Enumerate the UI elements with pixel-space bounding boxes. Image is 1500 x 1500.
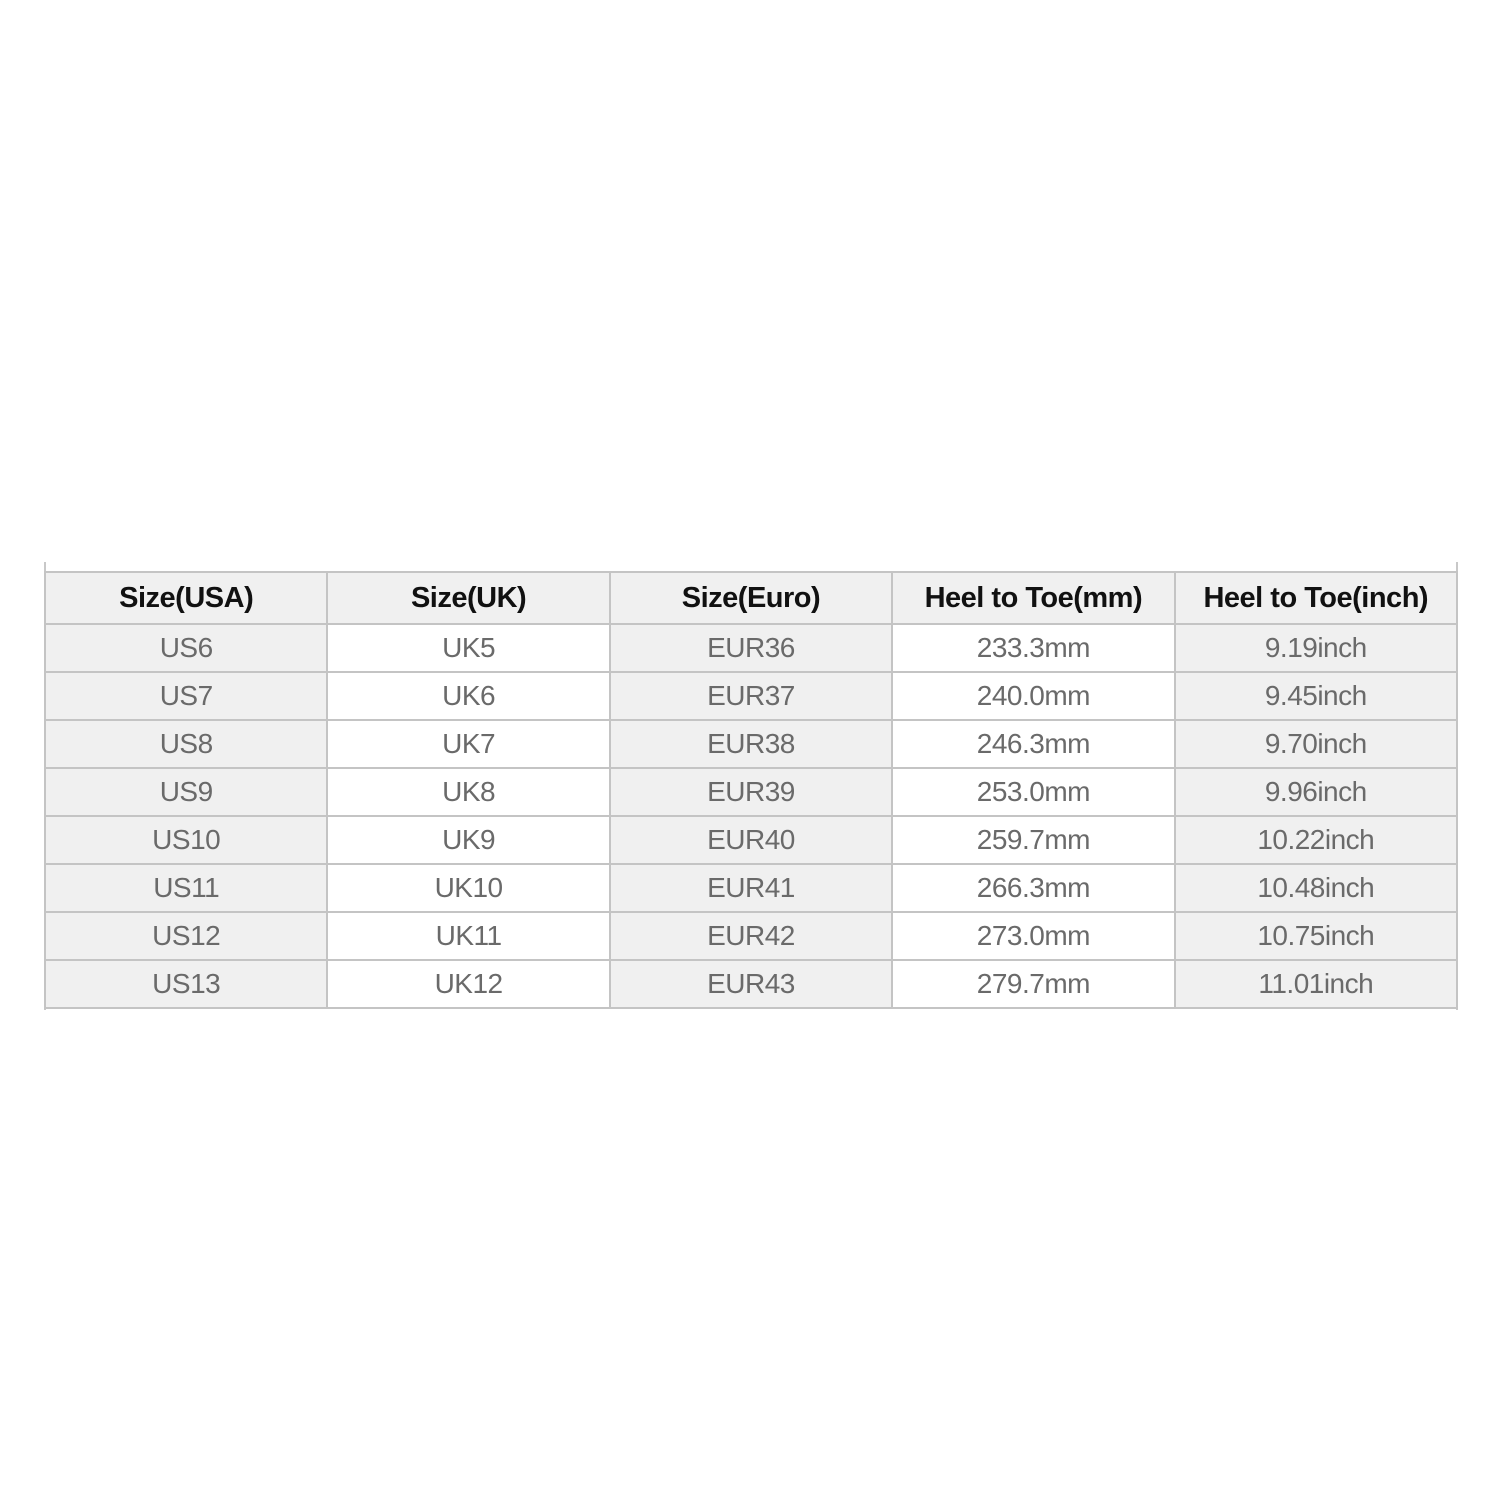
table-cell: EUR37 xyxy=(608,671,894,721)
table-cell: UK7 xyxy=(326,719,611,769)
size-chart-table: Size(USA) Size(UK) Size(Euro) Heel to Toe(m… xyxy=(43,571,1459,1009)
table-cell: US13 xyxy=(43,959,329,1009)
column-header: Heel to Toe(inch) xyxy=(1173,571,1459,625)
table-cell: EUR38 xyxy=(608,719,894,769)
table-row: US12 UK11 EUR42 273.0mm 10.75inch xyxy=(43,911,1459,961)
table-row: US11 UK10 EUR41 266.3mm 10.48inch xyxy=(43,863,1459,913)
table-row: US8 UK7 EUR38 246.3mm 9.70inch xyxy=(43,719,1459,769)
table-cell: EUR40 xyxy=(608,815,894,865)
table-cell: UK12 xyxy=(326,959,611,1009)
table-cell: 253.0mm xyxy=(891,767,1176,817)
table-cell: EUR36 xyxy=(608,623,894,673)
table-cell: 279.7mm xyxy=(891,959,1176,1009)
table-cell: US10 xyxy=(43,815,329,865)
table-cell: US6 xyxy=(43,623,329,673)
table-cell: 11.01inch xyxy=(1173,959,1459,1009)
table-cell: 233.3mm xyxy=(891,623,1176,673)
table-row: US10 UK9 EUR40 259.7mm 10.22inch xyxy=(43,815,1459,865)
column-header: Size(USA) xyxy=(43,571,329,625)
column-header: Size(UK) xyxy=(326,571,611,625)
table-cell: 240.0mm xyxy=(891,671,1176,721)
table-cell: UK9 xyxy=(326,815,611,865)
table-cell: EUR41 xyxy=(608,863,894,913)
table-row: US6 UK5 EUR36 233.3mm 9.19inch xyxy=(43,623,1459,673)
table-cell: 10.75inch xyxy=(1173,911,1459,961)
table-cell: EUR42 xyxy=(608,911,894,961)
table-cell: UK10 xyxy=(326,863,611,913)
table-cell: 9.96inch xyxy=(1173,767,1459,817)
table-cell: UK11 xyxy=(326,911,611,961)
column-header: Heel to Toe(mm) xyxy=(891,571,1176,625)
table-cell: 246.3mm xyxy=(891,719,1176,769)
table-cell: 9.19inch xyxy=(1173,623,1459,673)
table-row: US9 UK8 EUR39 253.0mm 9.96inch xyxy=(43,767,1459,817)
table-cell: UK5 xyxy=(326,623,611,673)
table-cell: 9.45inch xyxy=(1173,671,1459,721)
table-cell: EUR43 xyxy=(608,959,894,1009)
table-cell: 273.0mm xyxy=(891,911,1176,961)
table-cell: US8 xyxy=(43,719,329,769)
table-cell: 10.48inch xyxy=(1173,863,1459,913)
table-cell: 266.3mm xyxy=(891,863,1176,913)
table-cell: 9.70inch xyxy=(1173,719,1459,769)
column-header: Size(Euro) xyxy=(608,571,894,625)
table-row: US7 UK6 EUR37 240.0mm 9.45inch xyxy=(43,671,1459,721)
table-row: US13 UK12 EUR43 279.7mm 11.01inch xyxy=(43,959,1459,1009)
table-cell: 10.22inch xyxy=(1173,815,1459,865)
table-cell: US11 xyxy=(43,863,329,913)
table-cell: UK8 xyxy=(326,767,611,817)
table-cell: UK6 xyxy=(326,671,611,721)
table-cell: US12 xyxy=(43,911,329,961)
table-cell: EUR39 xyxy=(608,767,894,817)
header-row: Size(USA) Size(UK) Size(Euro) Heel to Toe(m… xyxy=(43,571,1459,625)
table-cell: 259.7mm xyxy=(891,815,1176,865)
table-cell: US9 xyxy=(43,767,329,817)
table-cell: US7 xyxy=(43,671,329,721)
